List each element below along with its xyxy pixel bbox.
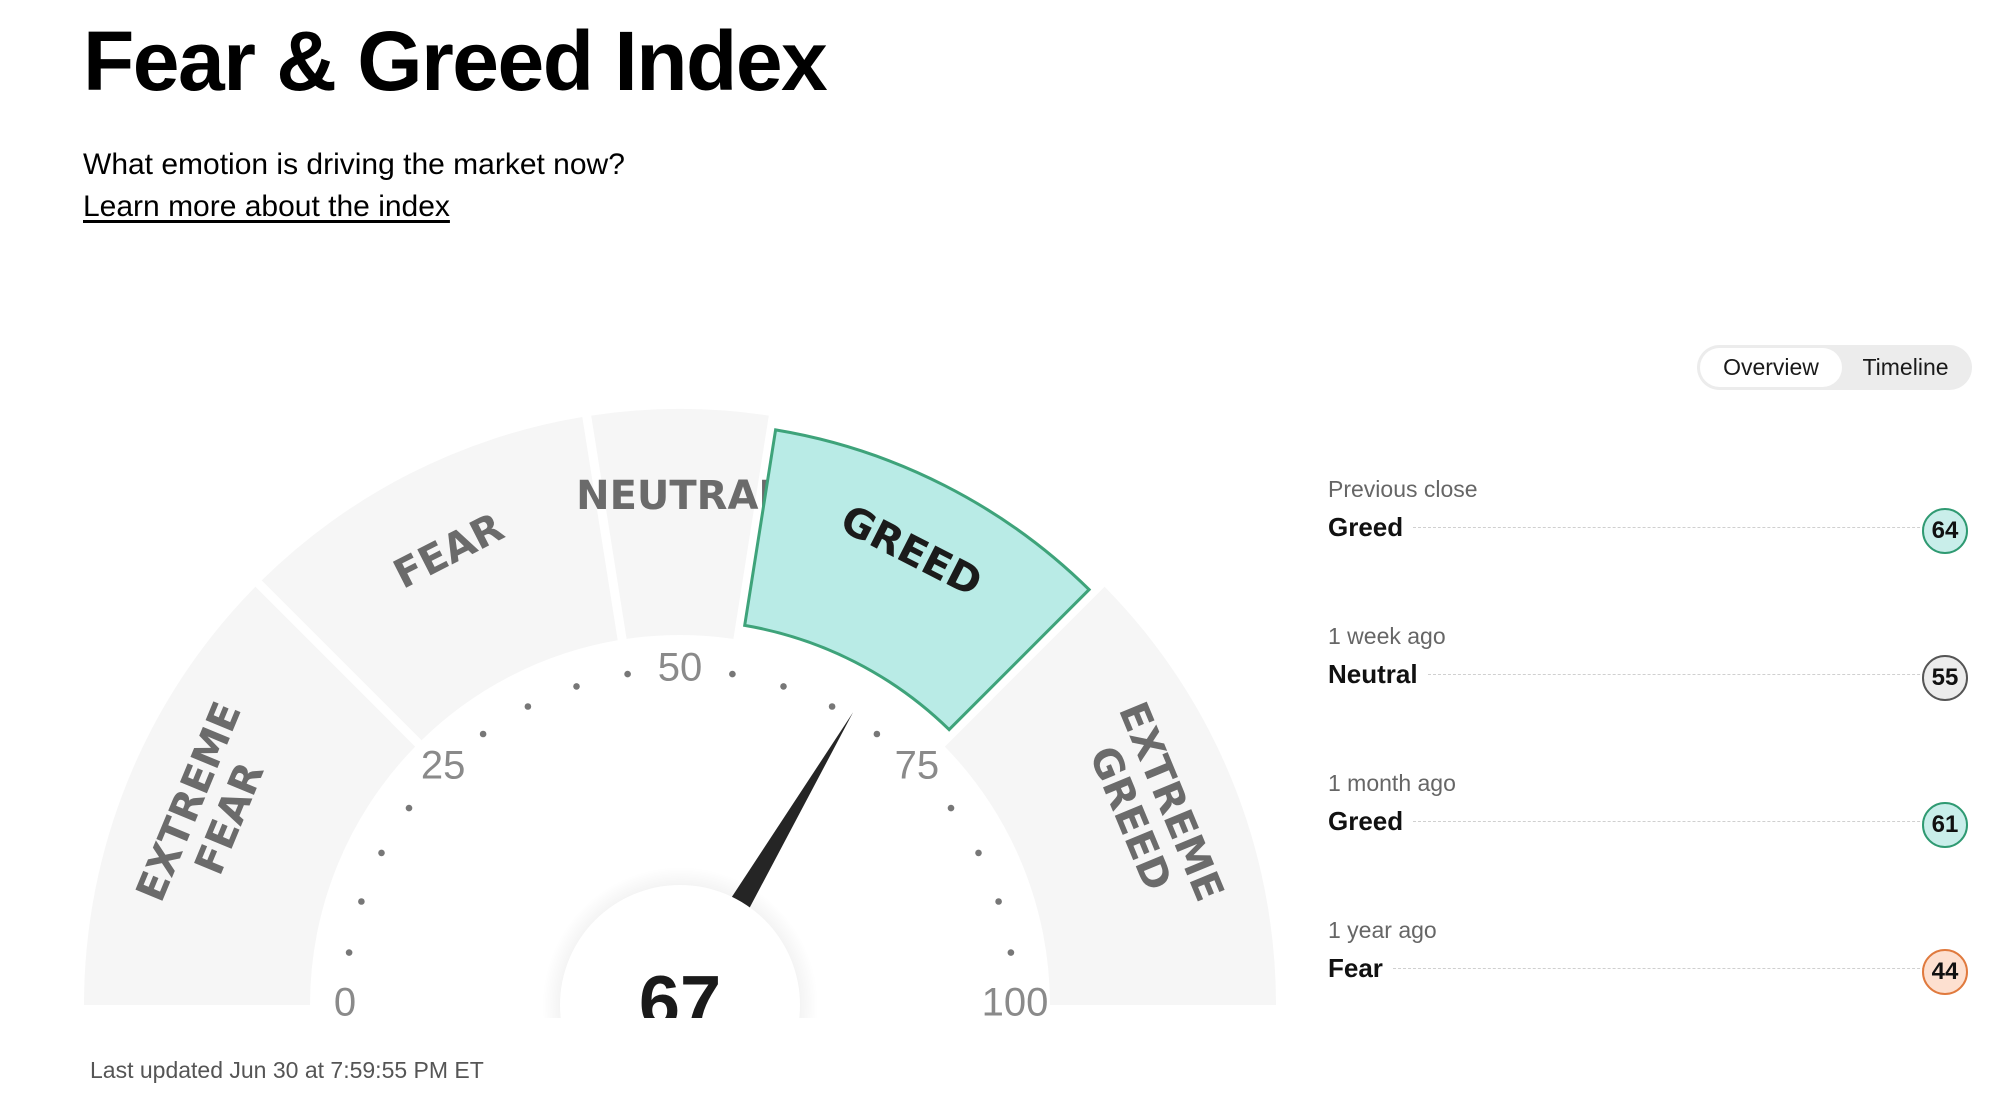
gauge-segment-greed [742,428,1092,732]
history-score-badge: 61 [1922,802,1968,848]
gauge-scale-dot [780,683,787,690]
history-row-1-month: 1 month ago Greed 61 [1328,770,1968,850]
gauge-label-neutral: NEUTRAL [576,473,784,519]
history-rating: Neutral [1328,658,1418,689]
history-period: 1 month ago [1328,770,1456,796]
gauge-tick-label: 25 [421,744,466,788]
fear-greed-gauge: EXTREMEFEARFEARNEUTRALGREEDEXTREMEGREED … [0,408,1300,1060]
gauge-scale-dot [479,730,487,738]
gauge-segment-neutral [591,408,769,639]
gauge-segment-extreme-fear [84,586,416,1005]
gauge-tick-label: 0 [334,981,356,1025]
history-score-badge: 55 [1922,655,1968,701]
dotted-leader [1427,673,1960,675]
gauge-scale-dot [345,949,353,956]
history-row-previous-close: Previous close Greed 64 [1328,476,1968,556]
page-title: Fear & Greed Index [83,14,828,108]
gauge-scale-dot [405,804,413,812]
history-score-badge: 44 [1922,949,1968,995]
last-updated: Last updated Jun 30 at 7:59:55 PM ET [90,1057,484,1083]
gauge-scale-dot [975,849,982,857]
gauge-segment-fear [261,417,618,741]
dotted-leader [1413,820,1960,822]
gauge-baseline-mask [0,1018,1300,1060]
history-score-badge: 64 [1922,508,1968,554]
history-row-1-week: 1 week ago Neutral 55 [1328,623,1968,703]
gauge-tick-label: 100 [982,981,1049,1025]
gauge-scale-dot [995,898,1002,905]
page-subtitle: What emotion is driving the market now? [83,148,625,181]
learn-more-link[interactable]: Learn more about the index [83,190,450,223]
gauge-segment-extreme-greed [944,586,1276,1005]
dotted-leader [1392,967,1960,969]
timeline-tab[interactable]: Timeline [1862,354,1949,380]
dotted-leader [1413,526,1960,528]
gauge-tick-label: 75 [895,744,940,788]
gauge-scale-dot [1007,949,1015,956]
gauge-scale-dot [358,898,365,905]
history-rating: Fear [1328,952,1383,983]
gauge-scale-dot [378,849,385,857]
gauge-scale-dot [729,670,736,678]
gauge-scale-dot [624,670,631,678]
view-toggle: Overview Timeline [1697,345,1972,390]
history-row-1-year: 1 year ago Fear 44 [1328,917,1968,997]
gauge-scale-dot [947,804,955,812]
gauge-tick-label: 50 [658,646,703,690]
gauge-scale-dot [573,683,580,690]
gauge-scale-dot [524,703,532,710]
history-rating: Greed [1328,805,1404,836]
overview-tab[interactable]: Overview [1700,348,1842,387]
history-period: 1 year ago [1328,917,1437,943]
gauge-scale-dot [828,703,836,710]
gauge-hub [560,885,800,1060]
history-period: 1 week ago [1328,623,1446,649]
gauge-scale-dot [873,730,881,738]
history-rating: Greed [1328,511,1404,542]
history-period: Previous close [1328,476,1478,502]
